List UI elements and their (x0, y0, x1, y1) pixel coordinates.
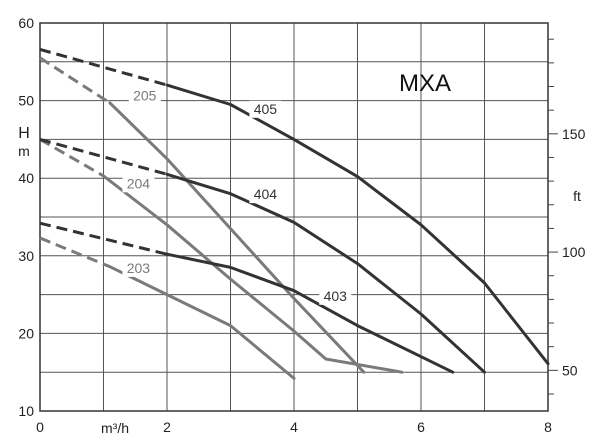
x-axis-label: m³/h (101, 420, 129, 436)
x-tick-label: 2 (163, 419, 171, 435)
y-tick-label: 20 (18, 325, 34, 341)
curve-405 (165, 83, 550, 366)
curve-label-background (249, 100, 282, 118)
curve-203 (108, 265, 296, 380)
curve-403 (165, 252, 455, 374)
grid (39, 22, 558, 412)
curve-205 (108, 101, 366, 374)
y-tick-label: 40 (18, 170, 34, 186)
curve-label-204: 204 (127, 175, 151, 191)
plot-frame (39, 22, 549, 412)
y-tick-label: 30 (18, 248, 34, 264)
curve-label-403: 403 (324, 288, 348, 304)
y-axis-label: H (18, 125, 30, 142)
y2-tick-label: 50 (562, 362, 578, 378)
x-tick-label: 4 (290, 419, 298, 435)
curve-403-extrapolated (39, 221, 168, 256)
x-tick-label: 0 (36, 419, 44, 435)
y-tick-label: 10 (18, 403, 34, 419)
curve-label-background (122, 175, 155, 193)
curve-203-extrapolated (39, 236, 111, 269)
x-tick-label: 6 (417, 419, 425, 435)
curve-label-background (249, 186, 282, 204)
curve-204-extrapolated (39, 138, 105, 178)
chart-title: MXA (399, 70, 451, 97)
y2-axis-label: ft (573, 188, 581, 204)
labels: 0 2 4 6 8 10 20 30 40 50 60 50 100 150 205 405 204 404 203… (18, 15, 585, 435)
y-tick-label: 60 (18, 15, 34, 31)
curves (39, 47, 550, 380)
x-tick-label: 8 (544, 419, 552, 435)
curve-label-background (319, 287, 352, 305)
y2-tick-label: 100 (562, 244, 586, 260)
curve-label-205: 205 (133, 88, 157, 104)
y-axis-unit: m (18, 143, 30, 159)
curve-404 (165, 172, 486, 374)
y-tick-label: 50 (18, 93, 34, 109)
curve-label-405: 405 (254, 101, 278, 117)
curve-label-background (122, 259, 155, 277)
curve-404-extrapolated (39, 137, 168, 176)
curve-205-extrapolated (39, 56, 111, 105)
curve-label-404: 404 (254, 186, 278, 202)
curve-label-203: 203 (127, 260, 151, 276)
curve-204 (102, 174, 404, 374)
curve-405-extrapolated (39, 47, 168, 87)
y2-tick-label: 150 (562, 126, 586, 142)
curve-label-background (128, 87, 161, 105)
